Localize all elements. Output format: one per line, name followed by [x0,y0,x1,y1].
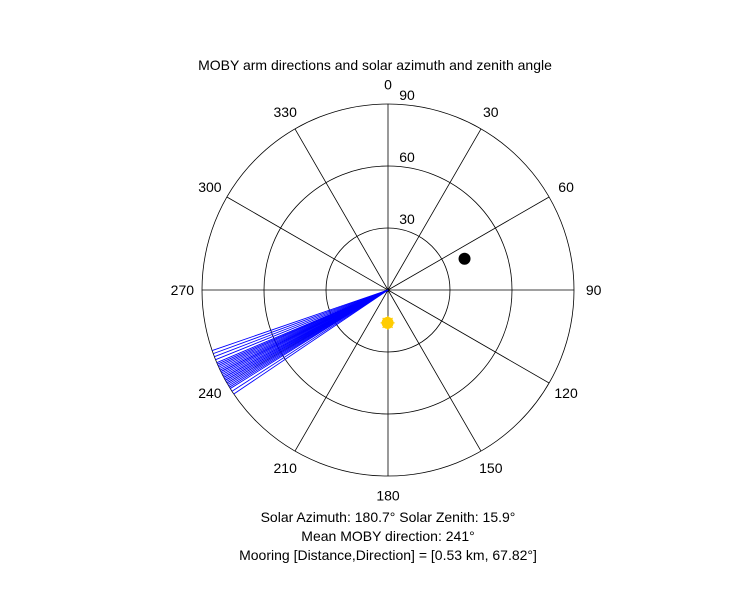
ring-60 [263,165,513,415]
theta-label-60: 60 [558,179,574,195]
theta-label-150: 150 [479,460,503,476]
solar-caption: Solar Azimuth: 180.7° Solar Zenith: 15.9… [260,509,516,525]
points [380,252,471,330]
spoke-30 [387,128,482,291]
mooring-point [458,252,471,265]
arm-line-23 [216,289,389,364]
arm-line-25 [214,289,389,358]
r-label-30: 30 [399,211,415,227]
ring-30 [325,227,451,353]
spoke-210 [294,289,389,452]
spoke-60 [387,196,550,291]
moby-arm-lines [211,289,389,395]
sun-ray [382,317,393,329]
theta-label-330: 330 [274,104,298,120]
theta-label-240: 240 [198,385,222,401]
theta-label-30: 30 [483,104,499,120]
spoke-120 [387,289,550,384]
spoke-330 [294,128,389,291]
theta-label-180: 180 [376,488,400,504]
r-label-60: 60 [399,149,415,165]
arm-line-0 [233,289,389,395]
theta-label-90: 90 [586,282,602,298]
tick-labels: 0 30 60 90 120 150 180 210 240 270 300 330 30 60 90 [171,76,602,503]
theta-label-300: 300 [198,179,222,195]
spoke-150 [387,289,482,452]
theta-label-0: 0 [384,76,392,92]
theta-label-210: 210 [274,460,298,476]
mean-direction-caption: Mean MOBY direction: 241° [301,528,475,544]
theta-label-120: 120 [554,385,578,401]
chart-title: MOBY arm directions and solar azimuth an… [198,57,552,73]
arm-line-24 [215,289,389,361]
r-label-90: 90 [399,87,415,103]
arm-line-1 [231,289,389,392]
spoke-300 [226,196,389,291]
theta-label-270: 270 [171,282,195,298]
ring-90 [201,103,575,477]
arm-line-27 [211,289,389,351]
mooring-caption: Mooring [Distance,Direction] = [0.53 km,… [239,547,537,563]
arm-line-26 [213,289,389,355]
